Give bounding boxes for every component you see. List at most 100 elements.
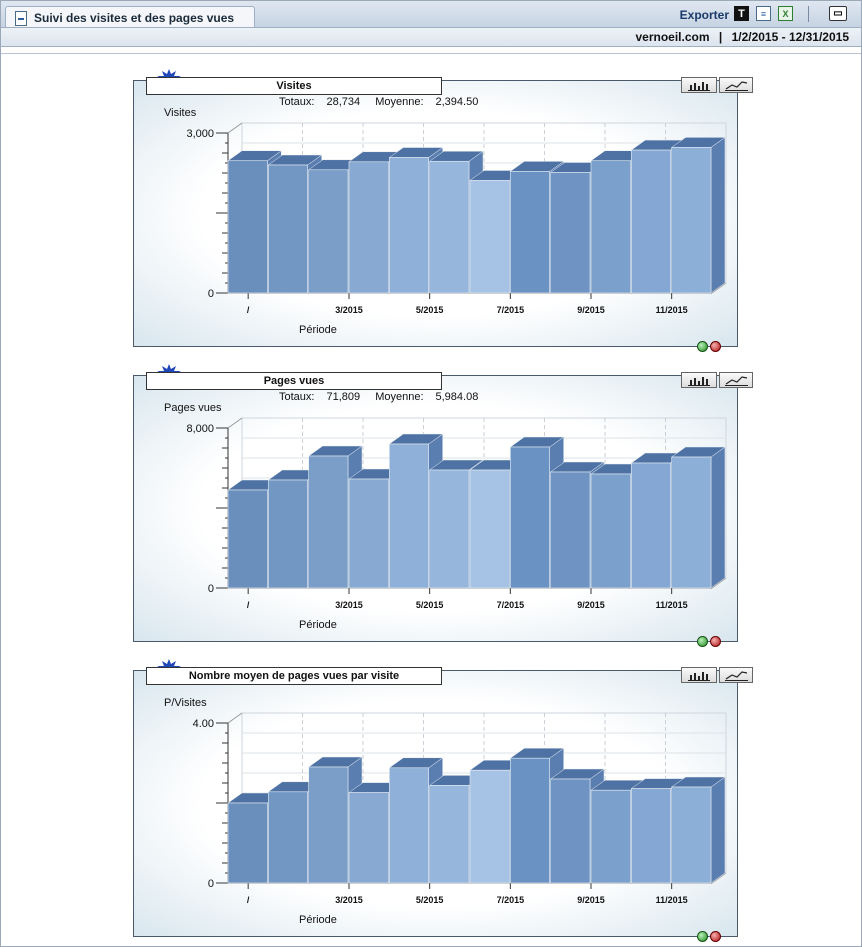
bar-front	[671, 456, 712, 589]
floor-edge	[711, 872, 727, 884]
bar-front	[429, 160, 470, 294]
totals-label: Totaux:	[279, 391, 315, 403]
bar-chart: 4.00 0 P/Visites / 3/2015 5/2015 7/2015 9/2015 1…	[164, 697, 727, 926]
report-tab-label: Suivi des visites et des pages vues	[34, 11, 235, 25]
y-tick-label: 0	[208, 878, 214, 890]
totals-value: 71,809	[326, 391, 361, 403]
x-tick-label: 5/2015	[416, 895, 444, 905]
bar-chart-icon	[688, 377, 710, 386]
line-chart-button[interactable]	[719, 667, 753, 683]
average-value: 2,394.50	[435, 96, 479, 108]
x-tick-label: 5/2015	[416, 305, 444, 315]
bar-side	[710, 136, 726, 294]
bar-front	[348, 161, 389, 294]
bar-front	[469, 769, 510, 884]
bar-front	[469, 180, 510, 294]
bar-chart: 8,000 0 Pages vues / 3/2015 5/2015 7/2015 9/201…	[164, 402, 727, 631]
floor-edge	[711, 282, 727, 294]
x-tick-label: 3/2015	[335, 305, 363, 315]
y-axis-label: P/Visites	[164, 697, 207, 709]
y-axis-top-edge	[227, 122, 243, 134]
text-export-icon[interactable]: T	[734, 6, 749, 21]
bar-front	[550, 471, 591, 589]
bar	[670, 776, 726, 884]
y-tick-label: 8,000	[186, 423, 214, 435]
green-status-icon	[697, 341, 708, 352]
bar-series	[227, 433, 726, 589]
y-tick-label: 0	[208, 583, 214, 595]
x-tick-label: 9/2015	[577, 305, 605, 315]
bar-chart: 3,000 0 Visites / 3/2015 5/2015 7/2015 9/2015 11…	[164, 107, 727, 336]
bar-front	[348, 478, 389, 589]
red-status-icon	[710, 931, 721, 942]
y-axis-label: Pages vues	[164, 402, 222, 414]
x-tick-label: 11/2015	[656, 305, 688, 315]
bar-front	[308, 766, 349, 884]
line-chart-icon	[725, 376, 748, 386]
title-bar: Suivi des visites et des pages vues Expo…	[1, 1, 861, 28]
toolbar-divider	[808, 6, 809, 22]
red-status-icon	[710, 636, 721, 647]
export-label: Exporter	[679, 8, 729, 22]
chart-panel-pages-vues: Pages vues Totaux: 71,809 Moyenne: 5,984.0…	[133, 364, 753, 647]
bar-front	[348, 792, 389, 884]
totals-label: Totaux:	[279, 96, 315, 108]
bar-front	[590, 473, 631, 589]
chart-panel-visites: Visites Totaux: 28,734 Moyenne: 2,394.50 3…	[133, 69, 753, 352]
line-chart-icon	[725, 81, 748, 91]
average-label: Moyenne:	[375, 96, 424, 108]
info-bar: vernoeil.com | 1/2/2015 - 12/31/2015	[1, 28, 861, 47]
bar-front	[510, 757, 550, 884]
y-axis-top-edge	[227, 417, 243, 429]
bar-front	[227, 802, 268, 884]
chart-panel-pages-par-visite: Nombre moyen de pages vues par visite 4.…	[133, 659, 753, 942]
bar-front	[389, 767, 429, 884]
bar-front	[469, 469, 510, 589]
bar-front	[308, 455, 349, 589]
average-value: 5,984.08	[435, 391, 479, 403]
x-axis-label: Période	[299, 914, 337, 926]
x-tick-label: 7/2015	[497, 895, 525, 905]
report-tab[interactable]: Suivi des visites et des pages vues	[5, 6, 255, 27]
bar	[670, 136, 726, 294]
bar-front	[510, 171, 550, 294]
bar-front	[268, 791, 308, 884]
chart-title: Visites	[146, 77, 442, 95]
green-status-icon	[697, 931, 708, 942]
line-chart-button[interactable]	[719, 77, 753, 93]
info-separator: |	[718, 30, 723, 44]
bar-chart-button[interactable]	[681, 667, 717, 683]
x-tick-label: /	[247, 600, 250, 610]
print-icon[interactable]: ▭	[829, 6, 847, 21]
bar-chart-button[interactable]	[681, 372, 717, 388]
y-axis-label: Visites	[164, 107, 197, 119]
bar-chart-icon	[688, 82, 710, 91]
bar-front	[671, 786, 712, 884]
document-export-icon[interactable]: ≡	[756, 6, 771, 21]
bar-chart-button[interactable]	[681, 77, 717, 93]
x-tick-label: 3/2015	[335, 895, 363, 905]
excel-export-icon[interactable]: X	[778, 6, 793, 21]
bar-front	[590, 789, 631, 884]
bar-front	[671, 147, 712, 294]
line-chart-button[interactable]	[719, 372, 753, 388]
bar-front	[227, 489, 268, 589]
bar-front	[268, 479, 308, 589]
x-tick-label: 7/2015	[497, 305, 525, 315]
y-tick-label: 4.00	[193, 718, 214, 730]
bar	[509, 436, 565, 589]
bar-chart-icon	[688, 672, 710, 681]
bar-front	[429, 469, 470, 589]
bar-front	[429, 785, 470, 884]
bar-front	[550, 172, 591, 294]
bar-front	[227, 160, 268, 294]
x-tick-label: 5/2015	[416, 600, 444, 610]
site-name: vernoeil.com	[635, 30, 710, 44]
totals-value: 28,734	[326, 96, 361, 108]
bar	[670, 446, 726, 589]
bar-side	[710, 446, 726, 589]
x-tick-label: 3/2015	[335, 600, 363, 610]
chart-title: Pages vues	[146, 372, 442, 390]
bar-side	[710, 776, 726, 884]
